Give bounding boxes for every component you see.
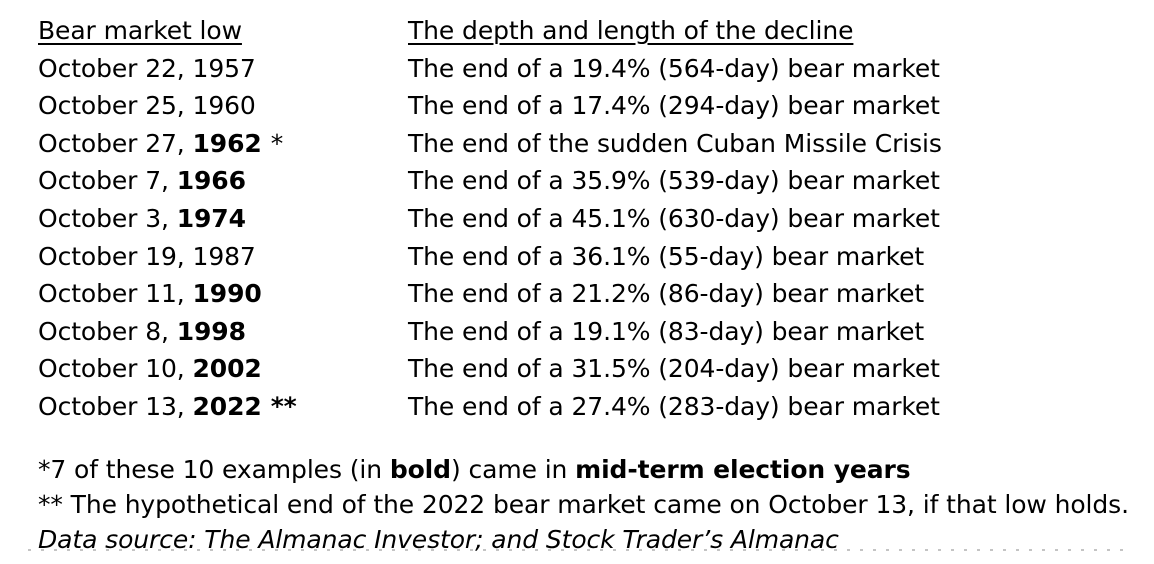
table-row-date: October 11, 1990 — [38, 275, 408, 313]
footnote-segment-bold: bold — [389, 454, 451, 484]
column-header-label: The depth and length of the decline — [408, 16, 854, 45]
column-header-depth-length: The depth and length of the decline — [408, 12, 1154, 50]
footnote-segment: ** The hypothetical end of the 2022 bear… — [38, 489, 1129, 519]
date-year: 1974 — [176, 203, 246, 233]
footnote-segment: Data source: The Almanac Investor; and S… — [38, 524, 839, 554]
date-prefix: October 7, — [38, 166, 169, 196]
table-row-decline: The end of a 31.5% (204-day) bear market — [408, 354, 940, 384]
table-row-decline: The end of a 36.1% (55-day) bear market — [408, 241, 925, 271]
footnote-segment: ) came in — [450, 454, 576, 484]
footnote-segment-bold: mid-term election years — [575, 454, 911, 484]
table-row-date: October 27, 1962 * — [38, 125, 408, 163]
footnotes: *7 of these 10 examples (in bold) came i… — [38, 452, 1154, 557]
table-row-date: October 7, 1966 — [38, 162, 408, 200]
dotted-divider — [28, 549, 1128, 551]
table-row-decline: The end of the sudden Cuban Missile Cris… — [408, 128, 942, 158]
date-year: 1990 — [192, 279, 262, 309]
footnote-marker: * — [270, 128, 284, 158]
table-row-date: October 13, 2022 ** — [38, 388, 408, 426]
table-row-decline: The end of a 35.9% (539-day) bear market — [408, 166, 940, 196]
footnote-line: *7 of these 10 examples (in bold) came i… — [38, 452, 1154, 487]
table-row-date: October 10, 2002 — [38, 350, 408, 388]
footnote-marker: ** — [270, 391, 297, 421]
date-prefix: October 25, — [38, 91, 185, 121]
date-prefix: October 10, — [38, 354, 185, 384]
date-prefix: October 11, — [38, 279, 185, 309]
date-prefix: October 19, — [38, 241, 185, 271]
date-prefix: October 13, — [38, 391, 185, 421]
table-row-date: October 3, 1974 — [38, 200, 408, 238]
table-row-decline: The end of a 27.4% (283-day) bear market — [408, 391, 940, 421]
table-row-decline: The end of a 45.1% (630-day) bear market — [408, 203, 940, 233]
date-year: 1962 — [192, 128, 262, 158]
date-prefix: October 3, — [38, 203, 169, 233]
table-row-decline: The end of a 17.4% (294-day) bear market — [408, 91, 940, 121]
bear-market-table: Bear market low The depth and length of … — [38, 12, 1154, 426]
date-year: 1960 — [192, 91, 256, 121]
date-prefix: October 22, — [38, 53, 185, 83]
column-header-bear-market-low: Bear market low — [38, 12, 408, 50]
table-row-date: October 19, 1987 — [38, 238, 408, 276]
column-header-label: Bear market low — [38, 16, 242, 45]
table-row-date: October 22, 1957 — [38, 50, 408, 88]
footnote-line: Data source: The Almanac Investor; and S… — [38, 522, 1154, 557]
footnote-line: ** The hypothetical end of the 2022 bear… — [38, 487, 1154, 522]
footnote-segment: *7 of these 10 examples (in — [38, 454, 390, 484]
date-year: 1957 — [192, 53, 256, 83]
date-year: 1966 — [176, 166, 246, 196]
date-prefix: October 27, — [38, 128, 185, 158]
date-year: 1998 — [176, 316, 246, 346]
date-year: 1987 — [192, 241, 256, 271]
date-year: 2022 — [192, 391, 262, 421]
date-year: 2002 — [192, 354, 262, 384]
table-row-date: October 25, 1960 — [38, 87, 408, 125]
table-row-date: October 8, 1998 — [38, 313, 408, 351]
table-row-decline: The end of a 19.1% (83-day) bear market — [408, 316, 925, 346]
table-row-decline: The end of a 19.4% (564-day) bear market — [408, 53, 940, 83]
date-prefix: October 8, — [38, 316, 169, 346]
table-row-decline: The end of a 21.2% (86-day) bear market — [408, 279, 925, 309]
